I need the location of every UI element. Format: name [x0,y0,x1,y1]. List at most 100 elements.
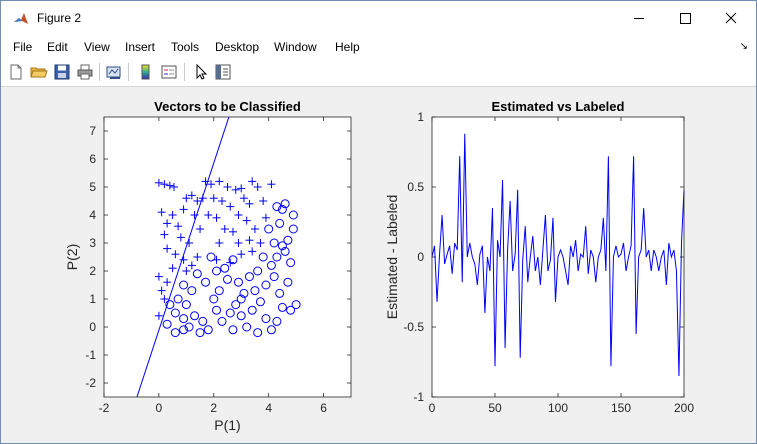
circle-point [244,272,254,282]
circle-point [264,224,274,234]
plus-point [193,253,202,261]
plus-point [187,261,196,270]
maximize-button[interactable] [662,1,708,36]
circle-point [236,311,246,321]
circle-point [184,322,194,332]
circle-point [195,328,205,338]
plus-point [182,194,191,203]
menu-edit[interactable]: Edit [47,40,68,54]
new-figure-icon[interactable] [7,63,25,81]
plus-point [160,230,169,239]
ax1-ytick-label: 1 [417,110,424,124]
minimize-button[interactable] [616,1,662,36]
plus-point [157,286,166,295]
circle-point [173,294,183,304]
plus-point [154,272,163,281]
chart-title: Estimated vs Labeled [492,99,625,114]
circle-point [212,305,222,315]
circle-point [187,286,197,296]
circle-point [179,314,189,324]
plus-point [215,177,224,186]
title-bar[interactable]: Figure 2 [1,1,756,36]
plus-point [207,180,216,189]
menu-desktop[interactable]: Desktop [215,40,260,54]
menu-file[interactable]: File [13,40,33,54]
circle-point [165,300,175,310]
menu-insert[interactable]: Insert [125,40,156,54]
error-axes[interactable]: 0 50 100 150 200 -1 -0.5 0 0.5 1 Estimated vs Labe… [384,99,694,415]
plus-point [168,264,177,273]
plus-point [190,211,199,219]
chart-title: Vectors to be Classified [154,99,301,114]
plus-point [160,180,169,189]
circle-point [261,314,271,324]
menu-window[interactable]: Window [274,40,317,54]
plus-point [196,225,205,233]
plus-point [157,208,166,217]
ax0-xtick-label: 6 [320,401,327,415]
ax0-ytick-label: 5 [89,180,96,194]
link-plot-icon[interactable] [105,63,123,81]
plus-point [154,311,163,320]
dock-arrow-icon[interactable]: ↘ [739,41,748,52]
plus-point [163,244,172,253]
circle-point [228,255,238,265]
edit-plot-icon[interactable] [191,63,209,81]
decision-boundary-line [136,117,230,397]
figure-canvas: -2 0 2 4 6 -2 -1 0 1 2 3 4 5 6 7 Vectors to be Classifi… [64,99,694,433]
circle-point [258,252,268,262]
circle-point [223,274,232,284]
close-button[interactable] [708,1,754,36]
ax1-xtick-label: 150 [611,401,631,415]
property-inspector-icon[interactable] [214,63,232,81]
y-axis-label: P(2) [64,244,80,270]
menu-tools[interactable]: Tools [171,40,200,54]
circle-point [220,263,230,273]
window-title: Figure 2 [37,11,82,25]
scatter-marks [136,117,301,397]
insert-legend-icon[interactable] [160,63,178,81]
open-file-icon[interactable] [30,63,48,81]
plus-point [228,227,237,236]
circle-point [170,308,180,318]
ax0-ytick-label: 2 [89,264,96,278]
figure-toolbar [1,58,756,87]
matlab-logo-icon [14,13,28,24]
ax0-ytick-label: -2 [85,376,96,390]
save-icon[interactable] [53,63,71,81]
circle-point [272,202,282,212]
plus-point [242,216,251,225]
insert-colorbar-icon[interactable] [137,63,155,81]
circle-point [253,266,263,276]
menu-view[interactable]: View [84,40,110,54]
toolbar-separator [99,63,100,81]
ax1-xtick-label: 0 [429,401,436,415]
plus-point [201,177,210,186]
classification-axes[interactable]: -2 0 2 4 6 -2 -1 0 1 2 3 4 5 6 7 Vectors to be Classifi… [64,99,352,433]
circle-point [233,277,243,287]
plus-point [253,183,262,191]
plus-point [250,225,259,233]
plus-point [223,183,232,191]
plus-point [169,183,178,191]
plus-point [209,194,218,203]
circle-point [228,325,238,335]
plus-point [165,181,174,190]
plus-point [226,202,235,211]
circle-point [255,297,265,307]
plus-point [234,239,243,247]
circle-point [277,302,287,312]
circle-point [247,305,257,315]
circle-point [272,252,282,262]
plus-point [234,211,243,219]
close-icon [725,12,737,24]
circle-point [286,258,296,268]
print-icon[interactable] [76,63,94,81]
menu-help[interactable]: Help [335,40,360,54]
circle-point [253,328,263,338]
circle-point [225,308,235,318]
circle-point [280,199,290,209]
plus-point [212,213,221,222]
plus-point [174,222,183,231]
circle-point [261,280,271,290]
